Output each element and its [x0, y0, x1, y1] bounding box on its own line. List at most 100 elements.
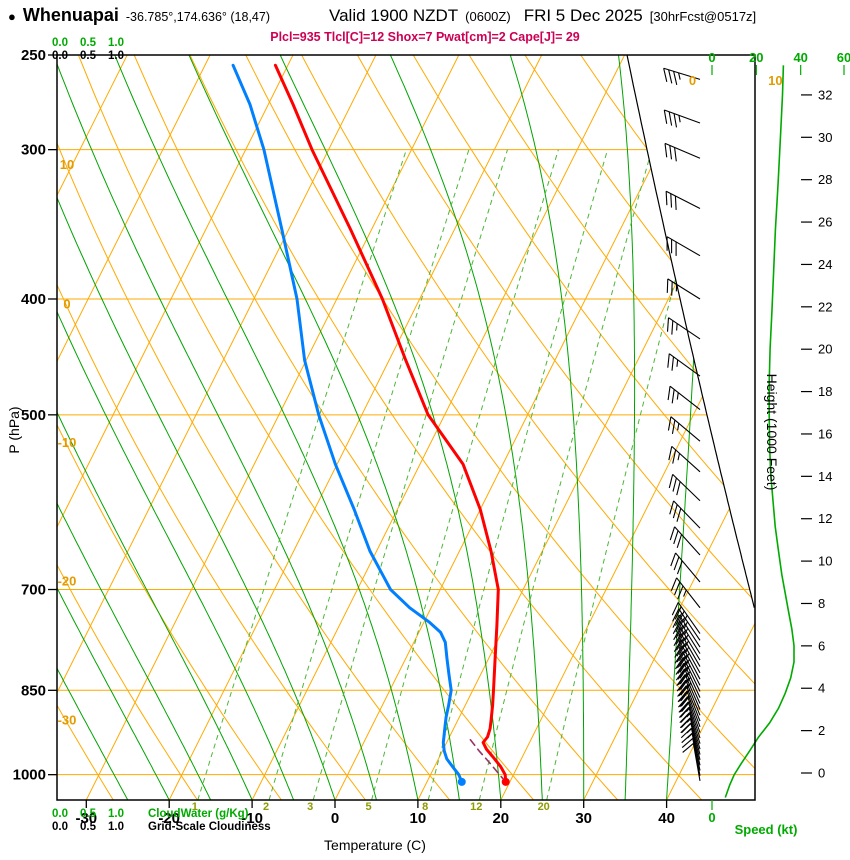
mixing-ratio-label: 8: [422, 801, 428, 813]
wind-barb-feather: [671, 356, 675, 371]
dry-adiabat-line: [57, 55, 198, 800]
wind-barb-half-feather: [676, 392, 679, 400]
moist-adiabat-line: [509, 55, 585, 800]
wind-barb-feather: [676, 534, 683, 548]
mixing-ratio-line: [197, 149, 407, 800]
dry-adiabat-label: 10: [60, 157, 74, 172]
wind-barb-half-feather: [686, 716, 693, 723]
wind-barb-feather: [679, 654, 688, 667]
height-tick-label: 20: [818, 342, 832, 357]
wind-barb-half-feather: [685, 665, 691, 672]
header: ● Whenuapai -36.785°,174.636° (18,47) Val…: [8, 5, 756, 26]
cloudwater-scale-tick-label: 1.0: [108, 808, 124, 820]
dewpoint-surface-dot: [457, 777, 466, 786]
pressure-tick-label: 250: [21, 47, 46, 64]
moist-adiabat-line: [57, 55, 253, 800]
valid-zulu-time: (0600Z): [465, 9, 511, 24]
wind-barb-feather: [667, 416, 672, 431]
dry-adiabat-line: [57, 55, 450, 800]
valid-date: FRI 5 Dec 2025: [523, 6, 643, 25]
dry-adiabat-line: [412, 55, 755, 800]
moist-adiabat-line: [114, 55, 419, 800]
isotherm-line: [417, 55, 755, 800]
wind-barb-half-feather: [686, 727, 693, 734]
wind-barb-half-feather: [683, 614, 688, 622]
isotherm-line: [583, 55, 755, 800]
wind-barb-staff: [691, 733, 701, 771]
mixing-ratio-label: 2: [263, 801, 269, 813]
wind-barb-feather: [676, 560, 683, 575]
temperature-axis-label: Temperature (C): [324, 837, 426, 853]
parcel-curve: [469, 739, 507, 783]
wind-barb-staff: [666, 236, 701, 257]
wind-barb-feather: [676, 674, 686, 687]
wind-barb-feather: [669, 500, 675, 515]
dry-adiabat-label: -30: [58, 713, 77, 728]
wind-barb-staff: [689, 717, 701, 755]
wind-barb-half-feather: [686, 682, 692, 690]
cloudwater-scale-bottom: 0.0 0.5 1.0 CloudWater (g/Kg): [52, 808, 249, 820]
wind-barb-feather: [669, 526, 676, 541]
wind-barb-staff: [690, 722, 701, 761]
wind-barb-feather: [679, 660, 688, 673]
wind-barb-feather: [676, 679, 687, 692]
wind-barb-feather: [668, 446, 673, 461]
cloudiness-scale-tick-label: 0.0: [52, 50, 68, 62]
valid-time: Valid 1900 NZDT: [329, 6, 459, 25]
wind-barb-feather: [672, 608, 680, 622]
cloudiness-scale-tick-label: 0.5: [80, 821, 96, 833]
wind-barb-feather: [673, 627, 681, 641]
wind-barb-feather: [674, 651, 684, 664]
wind-barb-feather: [678, 678, 688, 691]
wind-barb-feather: [680, 678, 690, 691]
dry-adiabat-line: [301, 55, 755, 800]
wind-barb-feather: [671, 419, 676, 434]
wind-barb-feather: [679, 701, 690, 713]
moist-adiabat-line: [57, 55, 170, 800]
wind-barb-half-feather: [678, 72, 681, 80]
wind-barb-feather: [678, 696, 689, 708]
dry-adiabat-label: 0: [63, 297, 70, 312]
wind-barb-feather: [674, 581, 681, 596]
wind-barb-half-feather: [684, 627, 689, 635]
wind-barb-feather: [674, 606, 682, 620]
height-tick-label: 10: [818, 554, 832, 569]
wind-barb-feather: [675, 612, 683, 626]
wind-barb-feather: [671, 320, 674, 335]
wind-barb-feather: [681, 700, 691, 712]
temp-tick-label: 0: [331, 810, 339, 827]
cloudwater-scale-tick-label: 0.5: [80, 37, 96, 49]
speed-axis-label: Speed (kt): [735, 822, 798, 837]
isotherm-line: [57, 55, 128, 800]
cloudwater-scale-tick-label: 0.0: [52, 37, 68, 49]
wind-barb-half-feather: [684, 640, 689, 648]
moist-adiabat-line: [57, 55, 129, 800]
wind-barb-feather: [681, 722, 692, 734]
speed-tick-label: 0: [708, 50, 715, 65]
wind-speed-curve: [724, 65, 795, 798]
isotherm-line: [168, 55, 543, 800]
wind-barb-feather: [677, 685, 687, 697]
wind-barb-staff: [674, 526, 701, 556]
mixing-ratio-line: [312, 149, 508, 800]
dewpoint-curve: [231, 63, 464, 784]
wind-barb-feather: [677, 661, 687, 674]
isotherm-label: 10: [768, 73, 782, 88]
mixing-ratio-line: [546, 149, 711, 800]
temperature-curve: [273, 63, 508, 784]
cloudiness-scale-bottom: 0.0 0.5 1.0 Grid-Scale Cloudiness: [52, 821, 271, 833]
wind-barb-half-feather: [686, 711, 692, 718]
moist-adiabat-line: [57, 55, 212, 800]
moist-adiabat-line: [57, 55, 336, 800]
pressure-tick-label: 1000: [13, 767, 46, 784]
wind-barb-staff: [664, 109, 701, 124]
height-tick-label: 8: [818, 596, 825, 611]
wind-barb-feather: [673, 556, 680, 571]
wind-barb-feather: [678, 636, 687, 649]
wind-barb-half-feather: [683, 589, 687, 597]
station-coords: -36.785°,174.636° (18,47): [125, 10, 271, 24]
wind-barb-staff: [671, 445, 701, 473]
wind-barb-feather: [676, 481, 681, 496]
wind-barb-feather: [663, 109, 668, 124]
